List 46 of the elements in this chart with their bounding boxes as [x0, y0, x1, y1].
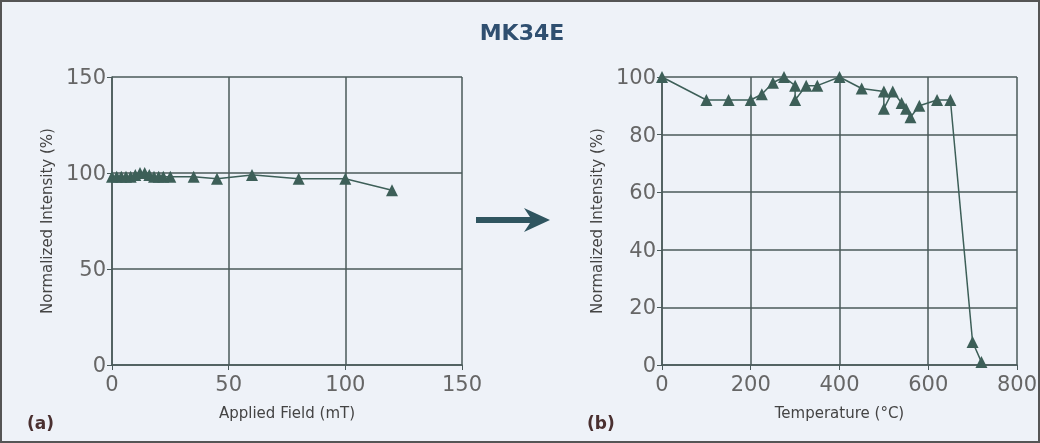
point — [975, 356, 988, 369]
x-tick-label: 150 — [441, 371, 483, 396]
point — [766, 76, 779, 89]
point — [811, 79, 824, 92]
point — [800, 79, 813, 92]
point — [904, 111, 917, 124]
y-tick-label: 100 — [615, 65, 656, 89]
y-axis-title: Normalized Intensity (%) — [587, 128, 606, 314]
y-tick-label: 80 — [629, 122, 656, 147]
y-tick-label: 50 — [79, 257, 106, 281]
x-tick-label: 600 — [908, 371, 949, 396]
y-tick-label: 0 — [92, 353, 106, 377]
point — [789, 79, 802, 92]
y-tick-label: 60 — [629, 180, 656, 205]
y-tick-label: 40 — [629, 237, 656, 262]
point — [700, 94, 713, 107]
point — [722, 94, 735, 107]
x-axis-title: Applied Field (mT) — [218, 403, 356, 422]
point — [966, 335, 979, 348]
x-tick-label: 400 — [819, 371, 860, 396]
point — [886, 85, 899, 98]
text: (a) — [27, 412, 55, 433]
point — [833, 71, 846, 83]
text: (b) — [587, 412, 615, 433]
point — [855, 82, 868, 95]
y-tick-label: 150 — [65, 65, 106, 89]
x-tick-label: 50 — [215, 371, 243, 396]
x-axis-title: Temperature (°C) — [773, 403, 905, 422]
y-tick-label: 100 — [65, 161, 106, 185]
x-tick-label: 200 — [730, 371, 771, 396]
point — [944, 94, 957, 107]
y-tick-label: 0 — [642, 353, 656, 377]
y-tick-label: 20 — [629, 295, 656, 320]
point — [755, 88, 768, 101]
point — [900, 102, 913, 115]
point — [656, 71, 668, 83]
point — [778, 71, 791, 83]
point — [744, 94, 757, 107]
text: MK34E — [478, 20, 566, 45]
x-tick-label: 100 — [325, 371, 366, 396]
point — [931, 94, 944, 107]
y-axis-title: Normalized Intensity (%) — [37, 128, 56, 314]
point — [913, 99, 926, 112]
x-tick-label: 800 — [996, 371, 1038, 396]
point — [877, 102, 890, 115]
point — [789, 94, 802, 107]
